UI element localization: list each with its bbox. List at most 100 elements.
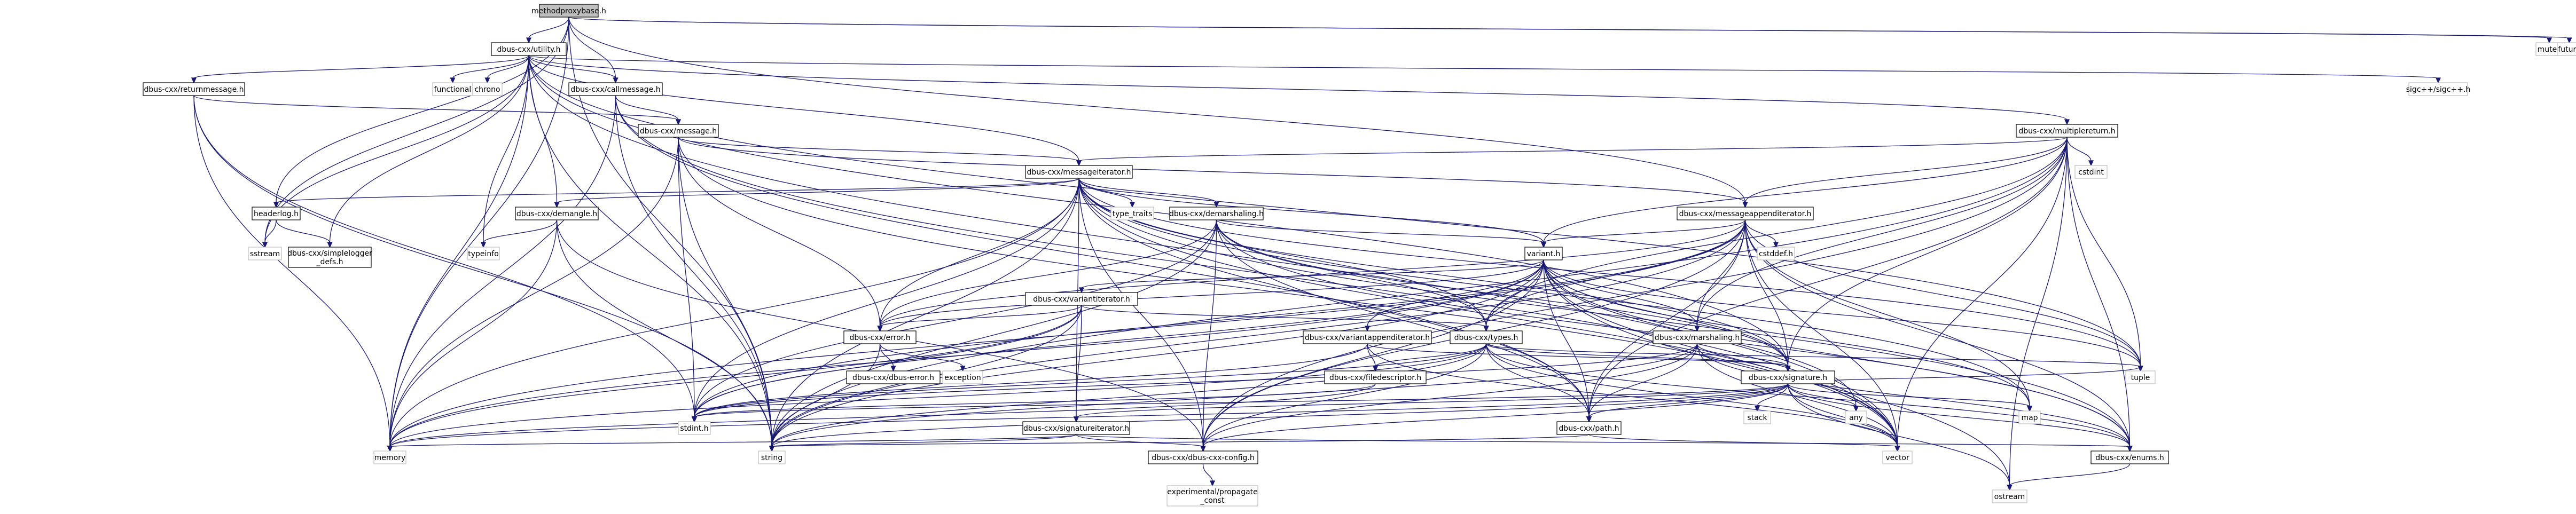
- node-box: [1757, 247, 1795, 260]
- edge-line: [528, 55, 1898, 447]
- node-simplelogger[interactable]: dbus-cxx/simplelogger_defs.h: [287, 247, 372, 268]
- edge-headerlog-to-sstream: [262, 219, 277, 248]
- edge-messageappenditerator-to-signature: [1744, 219, 1791, 372]
- edge-arrowhead: [1742, 202, 1748, 208]
- edge-line: [2066, 137, 2092, 162]
- edge-line: [615, 95, 1590, 418]
- node-multiplereturn[interactable]: dbus-cxx/multiplereturn.h: [2016, 124, 2118, 138]
- edge-callmessage-to-string: [615, 95, 775, 452]
- edge-line: [771, 343, 1487, 447]
- node-box: [1303, 330, 1432, 344]
- edge-line: [528, 55, 1079, 162]
- edge-arrowhead: [273, 202, 279, 208]
- node-signature[interactable]: dbus-cxx/signature.h: [1741, 370, 1835, 384]
- node-box: [252, 207, 301, 220]
- edge-signatureiterator-to-enums: [1076, 434, 2133, 452]
- node-marshaling[interactable]: dbus-cxx/marshaling.h: [1653, 330, 1742, 344]
- node-messageappenditerator[interactable]: dbus-cxx/messageappenditerator.h: [1677, 207, 1814, 220]
- node-dbuserror[interactable]: dbus-cxx/dbus-error.h: [846, 370, 941, 384]
- node-label: methodproxybase.h: [531, 7, 606, 15]
- node-demarshaling[interactable]: dbus-cxx/demarshaling.h: [1169, 207, 1264, 220]
- node-label: dbus-cxx/filedescriptor.h: [1329, 374, 1421, 382]
- node-message[interactable]: dbus-cxx/message.h: [638, 124, 719, 138]
- node-label: dbus-cxx/signatureiterator.h: [1023, 424, 1129, 433]
- node-config[interactable]: dbus-cxx/dbus-cxx-config.h: [1148, 450, 1258, 464]
- edge-line: [771, 137, 2068, 447]
- edge-line: [1744, 219, 1789, 367]
- edge-filedescriptor-to-stdint: [691, 383, 1376, 423]
- edge-line: [1078, 178, 1487, 327]
- node-box: [432, 82, 473, 96]
- edge-line: [1787, 383, 2131, 447]
- node-string: string: [758, 450, 786, 464]
- node-returnmessage[interactable]: dbus-cxx/returnmessage.h: [143, 82, 245, 96]
- edge-line: [678, 137, 1746, 203]
- edge-line: [389, 434, 1077, 447]
- node-demangle[interactable]: dbus-cxx/demangle.h: [515, 207, 599, 220]
- edge-line: [264, 17, 569, 243]
- edge-message-to-messageappenditerator: [678, 137, 1748, 208]
- edge-line: [2066, 137, 2131, 447]
- node-types[interactable]: dbus-cxx/types.h: [1450, 330, 1523, 344]
- node-label: string: [761, 454, 782, 462]
- node-label: memory: [374, 454, 406, 462]
- node-callmessage[interactable]: dbus-cxx/callmessage.h: [568, 82, 663, 96]
- node-enums[interactable]: dbus-cxx/enums.h: [2090, 450, 2169, 464]
- node-headerlog[interactable]: headerlog.h: [252, 207, 301, 220]
- edge-line: [1787, 383, 1857, 407]
- node-box: [1022, 421, 1130, 435]
- node-variant[interactable]: variant.h: [1524, 247, 1563, 260]
- edge-line: [193, 95, 772, 447]
- edge-arrowhead: [1853, 406, 1859, 412]
- node-messageiterator[interactable]: dbus-cxx/messageiterator.h: [1025, 165, 1133, 179]
- edge-line: [1216, 219, 1487, 327]
- node-box: [373, 450, 406, 464]
- node-box: [758, 450, 786, 464]
- edge-arrowhead: [675, 119, 682, 125]
- edge-line: [1543, 259, 2141, 367]
- edge-line: [264, 219, 277, 243]
- edge-line: [879, 305, 1082, 327]
- node-utility[interactable]: dbus-cxx/utility.h: [491, 42, 567, 56]
- node-label: dbus-cxx/callmessage.h: [570, 85, 660, 94]
- node-error[interactable]: dbus-cxx/error.h: [843, 330, 917, 344]
- edge-arrowhead: [191, 77, 197, 84]
- edge-demarshaling-to-error: [877, 219, 1217, 332]
- edge-demangle-to-typeinfo: [480, 219, 558, 248]
- node-box: [1992, 489, 2027, 503]
- edge-arrowhead: [1586, 416, 1592, 423]
- edge-error-to-exception: [879, 343, 966, 372]
- edge-arrowhead: [769, 446, 775, 452]
- edge-demarshaling-to-variant: [1216, 219, 1547, 248]
- edge-variant-to-variantiterator: [1078, 259, 1544, 294]
- edge-message-to-messageiterator: [678, 137, 1082, 167]
- edge-line: [1202, 219, 1217, 447]
- edge-variant-to-enums: [1543, 259, 2133, 452]
- edge-line: [1543, 259, 1698, 327]
- node-variantiterator[interactable]: dbus-cxx/variantiterator.h: [1025, 292, 1138, 306]
- node-box: [491, 42, 567, 56]
- node-signatureiterator[interactable]: dbus-cxx/signatureiterator.h: [1022, 421, 1130, 435]
- edge-line: [568, 17, 2570, 39]
- edge-line: [389, 17, 569, 447]
- node-box: [843, 330, 917, 344]
- edge-utility-to-chrono: [484, 55, 529, 84]
- edge-line: [1588, 434, 1898, 447]
- node-path[interactable]: dbus-cxx/path.h: [1556, 421, 1622, 435]
- node-root[interactable]: methodproxybase.h: [531, 4, 606, 18]
- edge-line: [678, 137, 1898, 447]
- edge-arrowhead: [1076, 160, 1082, 167]
- node-variantappenditerator[interactable]: dbus-cxx/variantappenditerator.h: [1303, 330, 1432, 344]
- node-box: [1845, 410, 1867, 424]
- edge-line: [276, 219, 331, 243]
- node-label: dbus-cxx/utility.h: [497, 45, 560, 54]
- edge-line: [389, 383, 1376, 447]
- node-filedescriptor[interactable]: dbus-cxx/filedescriptor.h: [1324, 370, 1427, 384]
- edge-returnmessage-to-memory: [193, 95, 393, 452]
- node-box: [846, 370, 941, 384]
- node-label: sstream: [250, 250, 280, 258]
- edge-line: [389, 259, 1544, 447]
- node-memory: memory: [373, 450, 406, 464]
- node-box: [2125, 370, 2156, 384]
- node-label: dbus-cxx/demangle.h: [516, 210, 597, 218]
